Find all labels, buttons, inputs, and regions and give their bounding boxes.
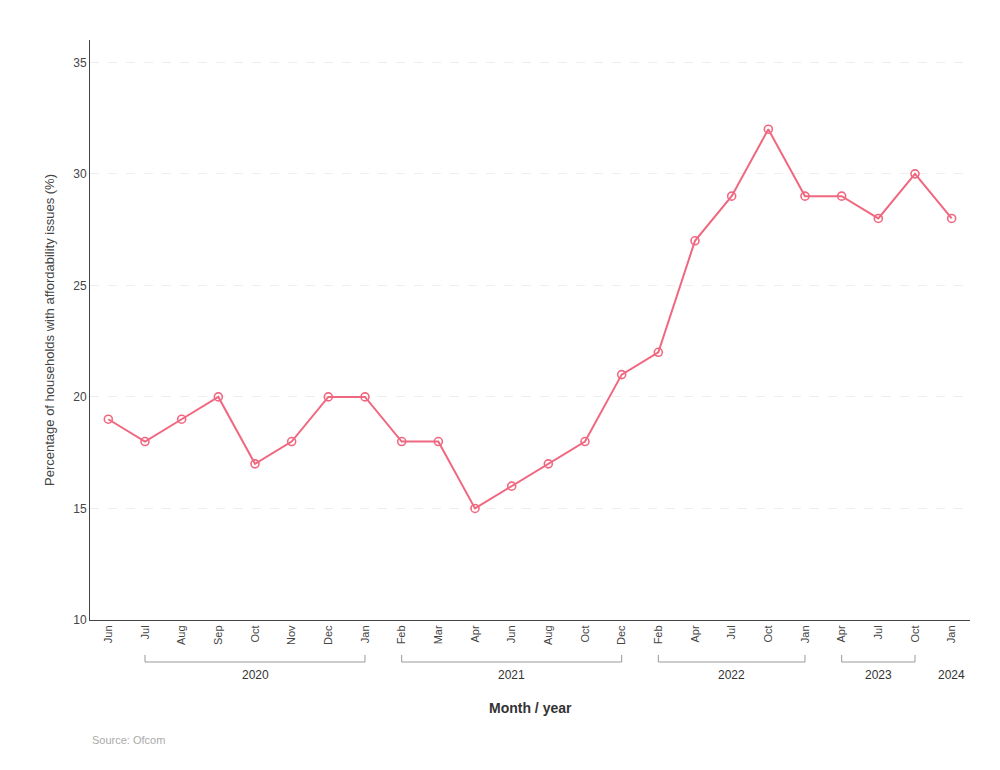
svg-text:2021: 2021 xyxy=(498,668,525,682)
svg-text:Source: Ofcom: Source: Ofcom xyxy=(92,734,165,746)
svg-text:Percentage of households with: Percentage of households with affordabil… xyxy=(42,174,57,486)
svg-text:Jan: Jan xyxy=(799,625,811,643)
svg-text:25: 25 xyxy=(73,279,87,293)
svg-text:15: 15 xyxy=(73,502,87,516)
svg-text:35: 35 xyxy=(73,56,87,70)
svg-text:Sep: Sep xyxy=(212,625,224,645)
svg-text:Aug: Aug xyxy=(542,625,554,645)
svg-text:Dec: Dec xyxy=(615,625,627,645)
svg-text:Dec: Dec xyxy=(322,625,334,645)
svg-text:Oct: Oct xyxy=(249,625,261,642)
svg-text:Apr: Apr xyxy=(689,625,701,642)
svg-text:Nov: Nov xyxy=(285,625,297,645)
svg-text:2020: 2020 xyxy=(242,668,269,682)
svg-text:Jul: Jul xyxy=(725,625,737,639)
svg-text:Feb: Feb xyxy=(395,625,407,644)
svg-text:Mar: Mar xyxy=(432,625,444,644)
svg-text:Oct: Oct xyxy=(762,625,774,642)
svg-text:Oct: Oct xyxy=(579,625,591,642)
svg-text:Apr: Apr xyxy=(469,625,481,642)
svg-text:10: 10 xyxy=(73,613,87,627)
svg-text:Aug: Aug xyxy=(175,625,187,645)
svg-text:Oct: Oct xyxy=(909,625,921,642)
svg-text:Feb: Feb xyxy=(652,625,664,644)
svg-text:Jun: Jun xyxy=(102,625,114,643)
svg-text:30: 30 xyxy=(73,167,87,181)
svg-text:20: 20 xyxy=(73,390,87,404)
svg-text:2023: 2023 xyxy=(865,668,892,682)
svg-text:Jul: Jul xyxy=(139,625,151,639)
svg-text:Jul: Jul xyxy=(872,625,884,639)
svg-text:Jan: Jan xyxy=(359,625,371,643)
svg-text:Jun: Jun xyxy=(505,625,517,643)
svg-text:Month / year: Month / year xyxy=(489,700,572,716)
svg-text:2022: 2022 xyxy=(718,668,745,682)
svg-text:2024: 2024 xyxy=(938,668,965,682)
svg-text:Jan: Jan xyxy=(945,625,957,643)
svg-text:Apr: Apr xyxy=(835,625,847,642)
